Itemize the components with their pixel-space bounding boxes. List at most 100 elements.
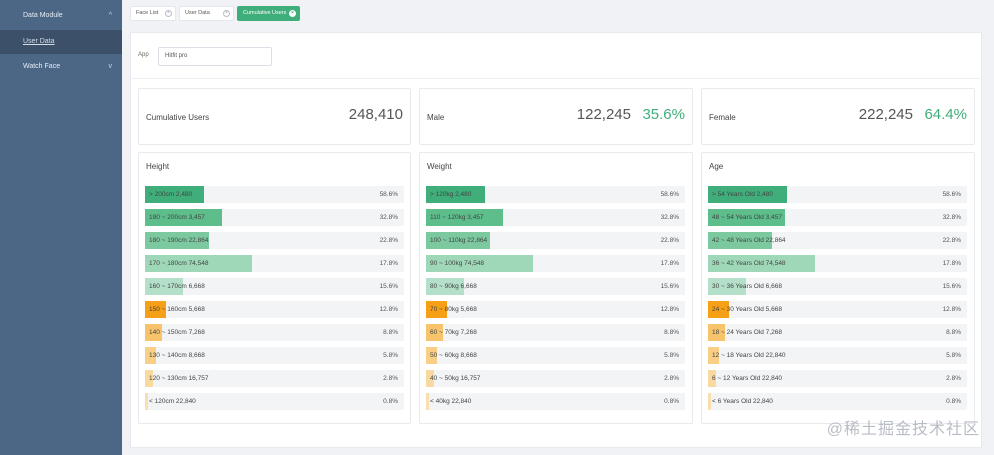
distribution-row-label: > 200cm 2,480: [149, 191, 193, 198]
distribution-row-percent: 12.8%: [379, 306, 398, 313]
distribution-row-percent: 2.8%: [664, 375, 679, 382]
distribution-row-percent: 58.6%: [942, 191, 961, 198]
stat-percent: 35.6%: [642, 106, 685, 123]
distribution-row-label: < 6 Years Old 22,840: [712, 398, 773, 405]
distribution-bar-fill: [426, 255, 533, 272]
distribution-row-percent: 22.8%: [660, 237, 679, 244]
distribution-row-percent: 2.8%: [946, 375, 961, 382]
distribution-row-label: 6 ~ 12 Years Old 22,840: [712, 375, 782, 382]
distribution-row: 130 ~ 140cm 8,668 5.8%: [145, 347, 404, 364]
distribution-row: 110 ~ 120kg 3,457 32.8%: [426, 209, 685, 226]
distribution-bar-fill: [708, 324, 726, 341]
distribution-bar-fill: [426, 186, 486, 203]
distribution-bar-fill: [145, 209, 222, 226]
distribution-row: 90 ~ 100kg 74,548 17.8%: [426, 255, 685, 272]
distribution-card-age: Age > 54 Years Old 2,480 58.6% 48 ~ 54 Yea…: [701, 152, 975, 424]
stat-label: Male: [427, 113, 445, 122]
distribution-row-label: > 54 Years Old 2,480: [712, 191, 773, 198]
stat-label: Cumulative Users: [146, 113, 210, 122]
distribution-row-percent: 0.8%: [946, 398, 961, 405]
close-icon[interactable]: ×: [223, 10, 230, 17]
distribution-row-percent: 15.6%: [379, 283, 398, 290]
tab-face-list[interactable]: Face List ×: [130, 6, 176, 21]
distribution-row-label: 110 ~ 120kg 3,457: [430, 214, 484, 221]
stat-value: 248,410: [348, 106, 403, 123]
stat-value: 222,245: [858, 106, 913, 123]
distribution-bar-fill: [708, 209, 785, 226]
tab-label: User Data: [185, 10, 210, 16]
distribution-bar-fill: [145, 347, 157, 364]
distribution-row-percent: 0.8%: [383, 398, 398, 405]
distribution-bar-fill: [708, 232, 773, 249]
distribution-row: 50 ~ 60kg 8,668 5.8%: [426, 347, 685, 364]
distribution-row-label: 100 ~ 110kg 22,864: [430, 237, 488, 244]
distribution-row-label: 160 ~ 170cm 6,668: [149, 283, 205, 290]
distribution-row: 40 ~ 50kg 16,757 2.8%: [426, 370, 685, 387]
distribution-bar-fill: [426, 209, 503, 226]
distribution-row: 150 ~ 160cm 5,668 12.8%: [145, 301, 404, 318]
distribution-row-label: 12 ~ 18 Years Old 22,840: [712, 352, 786, 359]
distribution-row: 70 ~ 80kg 5,668 12.8%: [426, 301, 685, 318]
close-icon[interactable]: ×: [289, 10, 296, 17]
distribution-row-percent: 8.8%: [383, 329, 398, 336]
stat-card-cumulative: Cumulative Users 248,410: [138, 88, 411, 145]
sidebar-item-label: Watch Face: [23, 63, 61, 70]
distribution-row-label: 40 ~ 50kg 16,757: [430, 375, 481, 382]
distribution-row: 120 ~ 130cm 16,757 2.8%: [145, 370, 404, 387]
sidebar-item-user-data[interactable]: User Data: [0, 30, 122, 54]
distribution-row-label: 60 ~ 70kg 7,268: [430, 329, 477, 336]
distribution-row-percent: 8.8%: [946, 329, 961, 336]
distribution-bar-fill: [708, 255, 815, 272]
distribution-bar-fill: [145, 232, 210, 249]
distribution-row-percent: 58.6%: [660, 191, 679, 198]
distribution-row: < 40kg 22,840 0.8%: [426, 393, 685, 410]
distribution-row-percent: 5.8%: [664, 352, 679, 359]
sidebar-item-watch-face[interactable]: Watch Face v: [0, 55, 122, 79]
distribution-row: 80 ~ 90kg 6,668 15.6%: [426, 278, 685, 295]
distribution-row: > 120kg 2,480 58.6%: [426, 186, 685, 203]
distribution-row-percent: 32.8%: [379, 214, 398, 221]
distribution-bar-fill: [426, 324, 444, 341]
distribution-row-label: 24 ~ 30 Years Old 5,668: [712, 306, 782, 313]
distribution-row-label: 30 ~ 36 Years Old 6,668: [712, 283, 782, 290]
distribution-row-label: < 120cm 22,840: [149, 398, 196, 405]
distribution-row-percent: 32.8%: [942, 214, 961, 221]
distribution-row: 24 ~ 30 Years Old 5,668 12.8%: [708, 301, 967, 318]
distribution-row: 42 ~ 48 Years Old 22,864 22.8%: [708, 232, 967, 249]
distribution-bar-fill: [145, 186, 205, 203]
distribution-row: 36 ~ 42 Years Old 74,548 17.8%: [708, 255, 967, 272]
divider: [130, 78, 982, 79]
distribution-row: 30 ~ 36 Years Old 6,668 15.6%: [708, 278, 967, 295]
stat-card-male: Male 122,245 35.6%: [419, 88, 693, 145]
distribution-row: 12 ~ 18 Years Old 22,840 5.8%: [708, 347, 967, 364]
distribution-bar-fill: [708, 186, 787, 203]
tab-cumulative-users[interactable]: Cumulative Users ×: [237, 6, 300, 21]
distribution-row-label: 130 ~ 140cm 8,668: [149, 352, 205, 359]
app-select-input[interactable]: Hitfit pro: [158, 47, 272, 66]
distribution-bar-fill: [708, 301, 729, 318]
distribution-row-label: 140 ~ 150cm 7,268: [149, 329, 205, 336]
distribution-bar-fill: [708, 393, 712, 410]
tab-user-data[interactable]: User Data ×: [179, 6, 234, 21]
distribution-row-label: 80 ~ 90kg 6,668: [430, 283, 477, 290]
distribution-row-label: 150 ~ 160cm 5,668: [149, 306, 205, 313]
distribution-bar-fill: [708, 370, 717, 387]
distribution-row-label: 170 ~ 180cm 74,548: [149, 260, 209, 267]
distribution-row-percent: 2.8%: [383, 375, 398, 382]
distribution-row-percent: 5.8%: [383, 352, 398, 359]
distribution-bar-fill: [145, 370, 154, 387]
distribution-bar-fill: [426, 347, 438, 364]
distribution-row-percent: 0.8%: [664, 398, 679, 405]
sidebar: Data Module ^ User Data Watch Face v: [0, 0, 122, 455]
distribution-row-label: 48 ~ 54 Years Old 3,457: [712, 214, 782, 221]
distribution-row: 180 ~ 190cm 22,864 22.8%: [145, 232, 404, 249]
distribution-row: 170 ~ 180cm 74,548 17.8%: [145, 255, 404, 272]
distribution-row-percent: 12.8%: [660, 306, 679, 313]
close-icon[interactable]: ×: [165, 10, 172, 17]
distribution-row-label: 50 ~ 60kg 8,668: [430, 352, 477, 359]
sidebar-item-data-module[interactable]: Data Module ^: [0, 4, 122, 28]
distribution-row: 140 ~ 150cm 7,268 8.8%: [145, 324, 404, 341]
distribution-title: Weight: [427, 162, 452, 171]
distribution-bar-fill: [145, 278, 184, 295]
distribution-bar-fill: [426, 278, 465, 295]
